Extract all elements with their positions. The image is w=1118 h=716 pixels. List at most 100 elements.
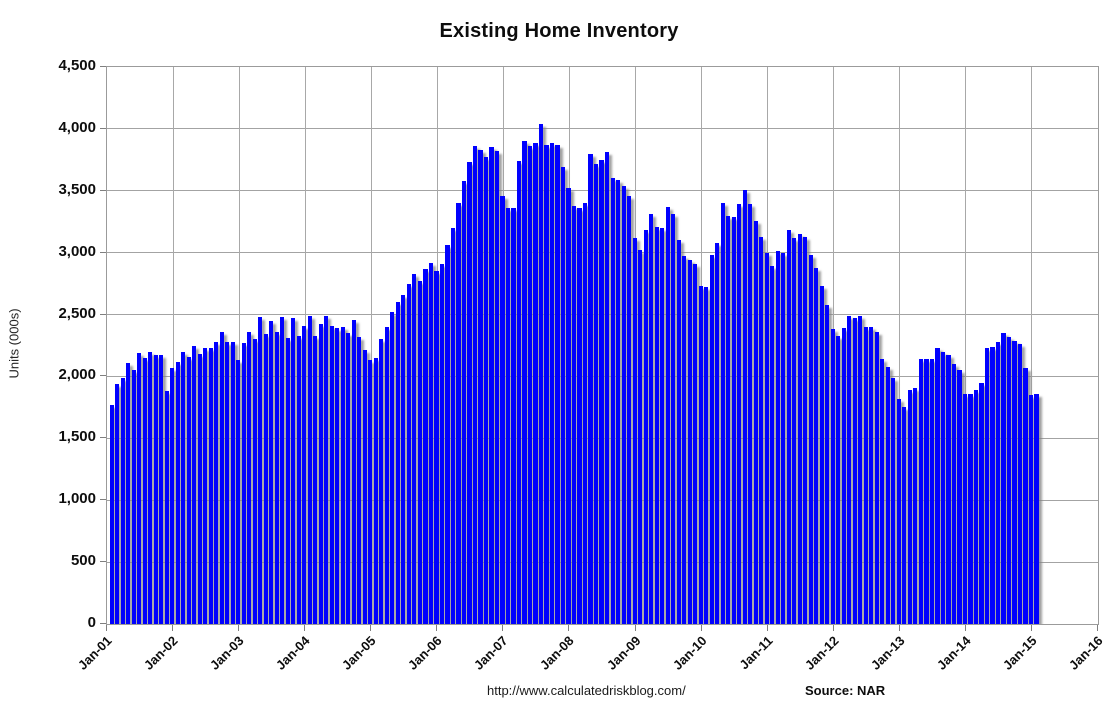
inventory-bar [478, 149, 483, 624]
inventory-bar [616, 179, 621, 624]
inventory-bar [902, 407, 907, 624]
inventory-bar [296, 335, 301, 624]
inventory-bar [483, 157, 489, 624]
inventory-bar [847, 315, 852, 624]
inventory-bar [494, 151, 500, 624]
inventory-bar [505, 208, 511, 624]
y-tick-label: 3,500 [58, 180, 96, 198]
inventory-bar [456, 203, 461, 624]
x-tick-label: Jan-07 [471, 633, 511, 673]
inventory-bar [588, 153, 593, 624]
inventory-bar [715, 242, 720, 624]
x-tick-label: Jan-02 [140, 633, 181, 673]
inventory-bar [439, 263, 445, 624]
inventory-bar [682, 256, 687, 624]
inventory-bar [406, 283, 411, 624]
x-tick-label: Jan-01 [74, 633, 115, 673]
inventory-bar [704, 287, 709, 624]
inventory-bar [792, 237, 797, 624]
y-axis-tick [100, 313, 106, 315]
y-axis-tick [100, 437, 106, 439]
x-axis-tick [436, 625, 438, 631]
inventory-bar [335, 328, 340, 624]
v-gridline [238, 67, 240, 624]
inventory-bar [990, 346, 995, 624]
inventory-bar [263, 334, 268, 624]
y-axis-tick [100, 561, 106, 563]
inventory-bar [605, 152, 610, 624]
inventory-bar [368, 360, 373, 624]
x-tick-label: Jan-11 [736, 633, 776, 673]
inventory-bar [373, 357, 378, 624]
inventory-bar [610, 178, 615, 624]
inventory-bar [115, 383, 120, 624]
inventory-bar [621, 185, 626, 624]
inventory-bar [291, 318, 296, 624]
plot-area [106, 66, 1099, 625]
inventory-bar [192, 345, 197, 624]
inventory-bar [582, 203, 588, 624]
inventory-bar [885, 366, 890, 624]
inventory-bar [918, 359, 923, 624]
inventory-bar [693, 263, 698, 624]
y-axis-tick [100, 499, 106, 501]
inventory-bar [825, 304, 830, 624]
inventory-bar [880, 359, 885, 624]
inventory-bar [445, 245, 450, 624]
inventory-bar [929, 359, 934, 624]
inventory-bar [302, 325, 307, 624]
y-tick-label: 500 [70, 552, 96, 570]
inventory-bar [225, 341, 230, 624]
inventory-bar [638, 250, 643, 624]
v-gridline [1031, 67, 1033, 624]
inventory-bar [258, 317, 263, 624]
inventory-bar [500, 195, 505, 624]
y-tick-label: 2,000 [58, 366, 96, 384]
inventory-bar [863, 326, 868, 624]
inventory-bar [1023, 367, 1028, 624]
inventory-bar [935, 347, 940, 624]
inventory-bar [197, 354, 202, 624]
inventory-bar [252, 339, 257, 624]
inventory-bar [1001, 333, 1006, 624]
inventory-bar [280, 317, 285, 624]
inventory-bar [649, 214, 654, 624]
inventory-bar [181, 351, 186, 624]
x-tick-label: Jan-15 [999, 633, 1040, 673]
inventory-bar [995, 341, 1001, 624]
inventory-bar [836, 335, 841, 624]
inventory-bar [907, 390, 912, 624]
inventory-bar [874, 331, 879, 624]
inventory-bar [643, 230, 648, 624]
inventory-bar [269, 320, 274, 624]
inventory-bar [555, 144, 560, 624]
x-axis-tick [898, 625, 900, 631]
inventory-bar [720, 203, 725, 624]
inventory-bar [329, 325, 334, 624]
y-tick-label: 2,500 [58, 304, 96, 322]
inventory-bar [654, 226, 659, 624]
inventory-bar [577, 208, 582, 624]
x-tick-label: Jan-12 [801, 633, 842, 673]
inventory-bar [489, 147, 494, 624]
v-gridline [172, 67, 174, 624]
v-gridline [370, 67, 372, 624]
inventory-bar [390, 312, 395, 624]
inventory-bar [467, 162, 472, 624]
inventory-bar [247, 331, 252, 624]
y-tick-label: 4,000 [58, 118, 96, 136]
inventory-bar [819, 286, 824, 624]
inventory-bar [770, 266, 775, 624]
inventory-bar [593, 163, 599, 624]
inventory-bar [560, 167, 566, 624]
inventory-bar [318, 324, 323, 624]
inventory-bar [533, 142, 538, 624]
inventory-bar [1006, 336, 1012, 624]
x-tick-label: Jan-03 [206, 633, 247, 673]
inventory-bar [159, 355, 164, 624]
x-axis-tick [766, 625, 768, 631]
inventory-bar [511, 208, 516, 624]
inventory-bar [984, 347, 990, 624]
inventory-bar [516, 161, 522, 624]
x-tick-label: Jan-10 [669, 633, 710, 673]
